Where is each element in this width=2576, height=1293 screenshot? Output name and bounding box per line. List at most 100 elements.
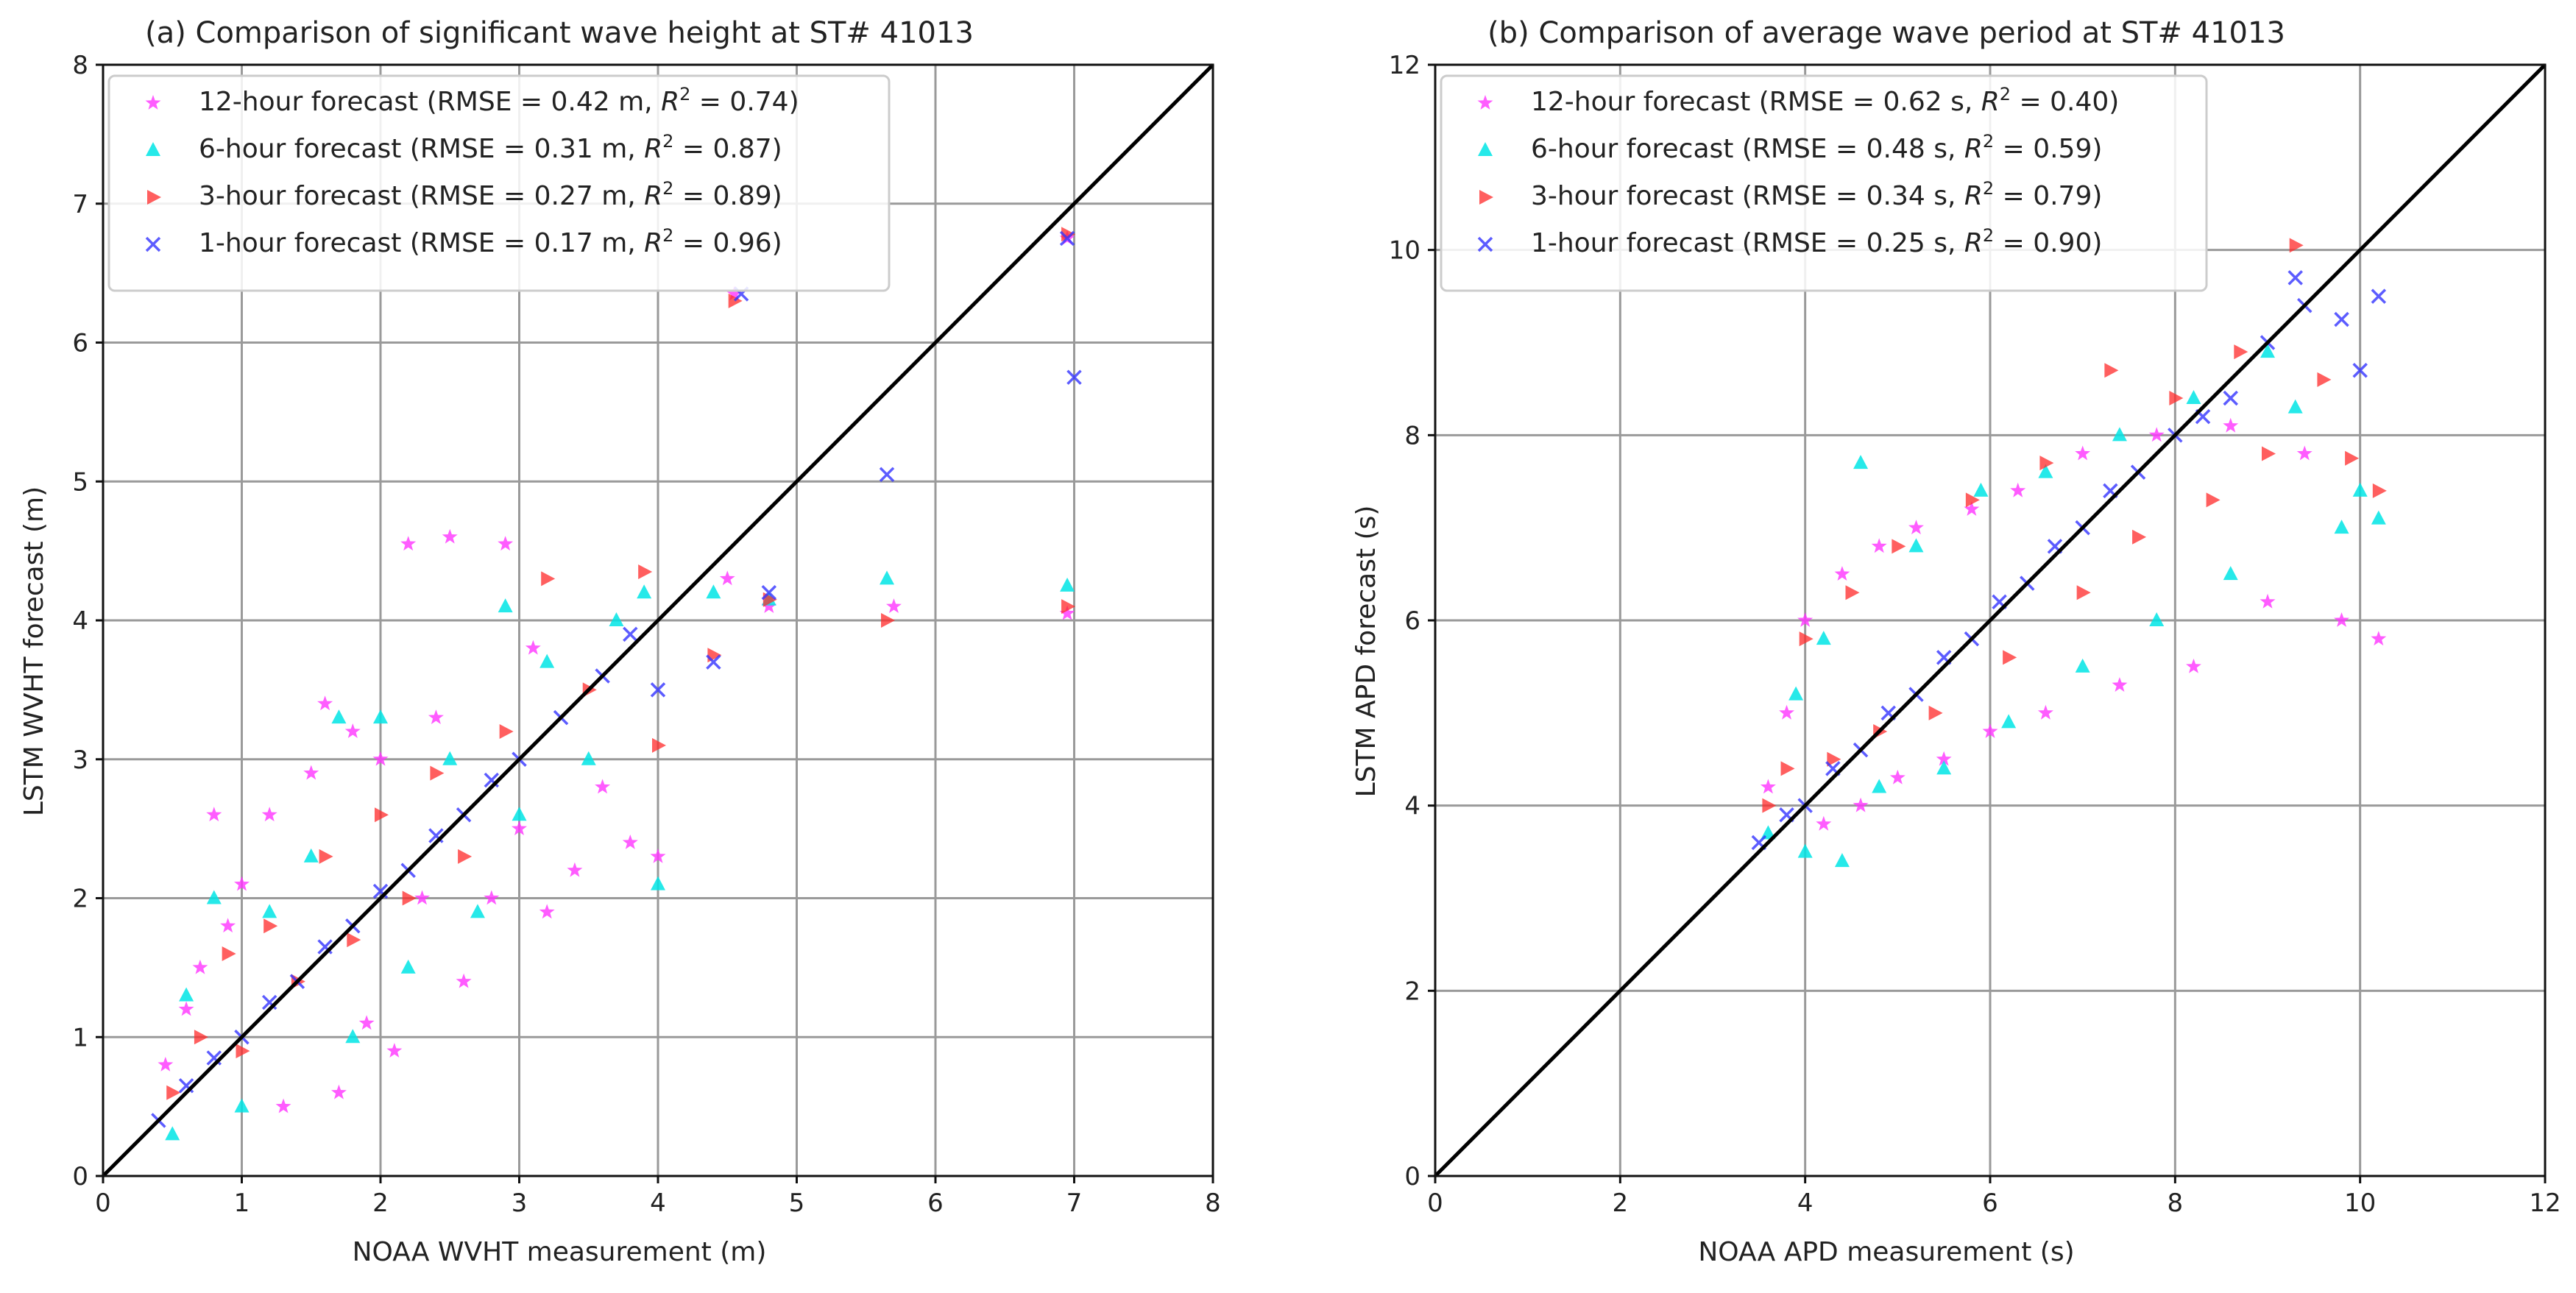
r-squared-symbol: R (1981, 87, 2000, 117)
legend-marker-3 (145, 236, 161, 252)
markers-b (1751, 238, 2387, 868)
point-2-8 (1965, 492, 1980, 508)
y-tick-label: 4 (1404, 792, 1420, 821)
y-tick-label: 1 (72, 1023, 88, 1052)
point-2-16 (2234, 344, 2248, 360)
legend-entry-2: 3-hour forecast (RMSE = 0.34 s, R2 = 0.7… (1531, 178, 2102, 211)
point-1-19 (706, 584, 721, 599)
point-1-10 (442, 751, 458, 765)
point-0-22 (2371, 631, 2387, 646)
point-1-3 (234, 1098, 250, 1113)
point-0-6 (1871, 538, 1887, 553)
point-0-8 (1908, 520, 1924, 535)
point-0-12 (358, 1015, 375, 1030)
point-1-16 (609, 612, 624, 626)
point-3-23 (2371, 288, 2387, 304)
point-0-12 (2010, 482, 2026, 497)
point-2-21 (2372, 483, 2387, 498)
point-2-3 (236, 1044, 250, 1059)
point-1-4 (1834, 853, 1850, 868)
legend-text-pre: 3-hour forecast (RMSE = 0.27 m, (199, 181, 644, 211)
point-0-10 (331, 1084, 347, 1099)
x-tick-label: 12 (2529, 1189, 2561, 1218)
point-0-13 (372, 751, 389, 766)
point-3-19 (2287, 270, 2303, 286)
point-0-1 (178, 1001, 194, 1016)
point-2-1 (1780, 761, 1795, 776)
legend-text-pre: 12-hour forecast (RMSE = 0.42 m, (199, 87, 661, 117)
y-tick-label: 0 (1404, 1162, 1420, 1191)
point-0-4 (220, 918, 236, 933)
point-3-17 (2223, 390, 2238, 406)
point-0-19 (2260, 593, 2276, 609)
point-1-14 (539, 653, 555, 668)
reference-line-a (102, 63, 1214, 1177)
point-1-8 (1936, 760, 1952, 775)
point-3-21 (2334, 311, 2349, 327)
r-squared-symbol: R (644, 134, 662, 164)
point-0-5 (1853, 797, 1869, 812)
x-tick-label: 8 (1205, 1189, 1221, 1218)
point-0-7 (275, 1098, 291, 1113)
point-2-2 (1799, 631, 1814, 647)
point-0-17 (428, 709, 444, 724)
point-0-21 (498, 536, 514, 551)
reference-line-b (1434, 63, 2547, 1177)
r-squared-symbol: R (644, 181, 662, 211)
point-0-23 (525, 640, 541, 655)
y-tick-label: 2 (72, 885, 88, 914)
point-0-15 (2112, 677, 2128, 692)
point-0-18 (2223, 417, 2239, 433)
point-2-0 (1762, 798, 1777, 813)
point-2-20 (2345, 450, 2360, 466)
legend-text-pre: 12-hour forecast (RMSE = 0.62 s, (1531, 87, 1981, 117)
point-2-7 (1928, 705, 1943, 720)
point-3-20 (761, 585, 777, 601)
point-3-18 (706, 654, 721, 670)
point-0-7 (1889, 769, 1906, 784)
point-0-11 (344, 723, 361, 738)
panel-b: (b) Comparison of average wave period at… (1351, 16, 2561, 1267)
point-2-18 (2289, 238, 2304, 253)
x-tick-label: 6 (1982, 1189, 1998, 1218)
legend-text-post: = 0.79) (1994, 181, 2102, 211)
x-tick-label: 7 (1066, 1189, 1083, 1218)
point-1-12 (2075, 658, 2090, 673)
legend-text-pre: 6-hour forecast (RMSE = 0.31 m, (199, 134, 644, 164)
legend-entry-1: 6-hour forecast (RMSE = 0.31 m, R2 = 0.8… (199, 131, 782, 164)
legend-text-post: = 0.96) (673, 228, 782, 258)
point-0-21 (2334, 612, 2349, 627)
point-0-20 (484, 890, 500, 905)
point-2-9 (2003, 650, 2017, 665)
point-2-10 (430, 765, 445, 781)
legend-a: 12-hour forecast (RMSE = 0.42 m, R2 = 0.… (107, 74, 891, 292)
point-2-17 (2262, 446, 2276, 461)
point-1-11 (470, 904, 485, 918)
legend-entry-0: 12-hour forecast (RMSE = 0.42 m, R2 = 0.… (199, 84, 799, 117)
point-0-24 (539, 904, 555, 919)
legend-text-post: = 0.89) (673, 181, 782, 211)
point-0-4 (1834, 566, 1850, 581)
r-squared-symbol: R (1964, 134, 1983, 164)
point-1-7 (345, 1029, 361, 1044)
point-2-11 (458, 849, 473, 864)
y-tick-label: 8 (72, 51, 88, 80)
y-tick-label: 12 (1389, 51, 1420, 80)
legend-box-a (107, 74, 891, 292)
point-2-0 (166, 1085, 181, 1100)
x-tick-label: 2 (1613, 1189, 1629, 1218)
legend-text-post: = 0.90) (1994, 228, 2102, 258)
x-axis-label-b: NOAA APD measurement (s) (1698, 1237, 2074, 1267)
chart-title-b: (b) Comparison of average wave period at… (1487, 16, 2285, 50)
point-0-9 (1936, 751, 1952, 766)
point-2-15 (638, 564, 653, 579)
point-2-9 (402, 890, 417, 906)
point-1-6 (1872, 779, 1887, 793)
panel-a: (a) Comparison of significant wave heigh… (19, 16, 1221, 1267)
point-1-21 (880, 570, 895, 585)
point-0-14 (2075, 445, 2091, 461)
point-1-12 (498, 598, 513, 613)
point-0-2 (1797, 612, 1814, 627)
point-0-19 (456, 973, 472, 988)
